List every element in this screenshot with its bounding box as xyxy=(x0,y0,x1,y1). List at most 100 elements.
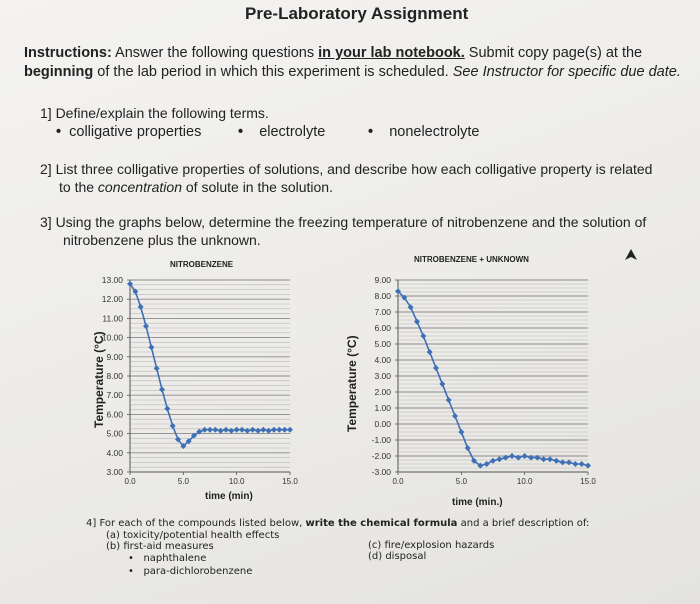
data-point xyxy=(547,456,553,463)
x-tick-label: 5.0 xyxy=(178,477,190,486)
data-point xyxy=(276,426,283,433)
data-point xyxy=(426,349,433,355)
data-point xyxy=(483,461,490,467)
term-item: • nonelectrolyte xyxy=(368,124,480,140)
y-tick-label: 3.00 xyxy=(374,371,391,381)
data-point xyxy=(445,397,452,403)
term-item: • colligative properties xyxy=(56,124,202,140)
x-tick-label: 0.0 xyxy=(392,477,404,486)
x-tick-label: 5.0 xyxy=(456,477,468,486)
page-title: Pre-Laboratory Assignment xyxy=(245,4,469,23)
data-point xyxy=(540,456,547,463)
data-point xyxy=(395,288,401,295)
chart2-plot: -3.00 -2.00 -1.00 0.00 1.00 2.00 3.00 4.00 5.00 6… xyxy=(372,275,597,486)
data-point xyxy=(223,426,229,433)
compound-item: • naphthalene xyxy=(128,553,207,564)
instructions-due-date: See Instructor for specific due date. xyxy=(452,64,681,80)
y-tick-label: 5.00 xyxy=(106,429,123,439)
data-point xyxy=(127,280,133,287)
question-2-line1: 2] List three colligative properties of … xyxy=(40,161,653,177)
y-tick-label: 0.00 xyxy=(374,419,391,429)
data-point xyxy=(477,462,484,469)
y-tick-label: 3.00 xyxy=(106,467,123,477)
y-tick-label: 6.00 xyxy=(106,409,123,419)
compound-item: • para-dichlorobenzene xyxy=(128,566,253,577)
data-point xyxy=(439,381,446,387)
data-point xyxy=(502,454,509,461)
y-tick-label: 4.00 xyxy=(374,355,391,365)
data-point xyxy=(471,457,477,464)
compound-para-dichlorobenzene: para-dichlorobenzene xyxy=(143,566,253,577)
chart2-xlabel: time (min.) xyxy=(452,497,503,508)
data-point xyxy=(578,461,585,467)
y-tick-label: 13.00 xyxy=(102,275,124,285)
y-tick-label: 11.00 xyxy=(102,313,123,323)
data-point xyxy=(559,459,566,466)
data-point xyxy=(175,436,181,443)
y-tick-label: 9.00 xyxy=(374,275,391,285)
data-point xyxy=(433,365,439,371)
data-point xyxy=(271,426,277,433)
y-tick-label: 4.00 xyxy=(106,448,123,458)
data-point xyxy=(196,428,203,435)
data-point xyxy=(239,426,245,433)
data-point xyxy=(572,461,579,467)
data-point xyxy=(185,438,192,445)
q4-item-d: (d) disposal xyxy=(368,551,427,562)
data-point xyxy=(201,426,208,433)
series-line xyxy=(397,290,589,467)
data-point xyxy=(553,457,560,464)
y-tick-label: 5.00 xyxy=(374,339,391,349)
instructions-block: Instructions: Answer the following quest… xyxy=(24,44,684,82)
y-tick-label: 6.00 xyxy=(374,323,391,333)
data-point xyxy=(132,288,139,295)
instructions-emphasis: in your lab notebook. xyxy=(318,45,465,61)
data-point xyxy=(458,429,465,435)
question-3-line2: nitrobenzene plus the unknown. xyxy=(63,232,261,248)
data-point xyxy=(566,459,572,466)
data-point xyxy=(233,426,240,433)
question-2: 2] List three colligative properties of … xyxy=(40,160,652,196)
data-point xyxy=(281,426,288,433)
data-point xyxy=(528,454,534,461)
data-point xyxy=(464,445,471,451)
y-tick-label: 9.00 xyxy=(106,352,123,362)
question-3: 3] Using the graphs below, determine the… xyxy=(40,213,646,249)
data-point xyxy=(191,432,197,439)
data-point xyxy=(255,427,261,434)
data-point xyxy=(159,386,165,393)
question-4: 4] For each of the compounds listed belo… xyxy=(86,518,589,530)
y-tick-label: 7.00 xyxy=(374,307,391,317)
data-point xyxy=(153,365,160,372)
data-point xyxy=(515,454,522,461)
y-tick-label: -3.00 xyxy=(372,467,392,477)
instructions-text-2: Submit copy page(s) at the xyxy=(464,45,643,61)
term-item: • electrolyte xyxy=(238,124,326,140)
compound-naphthalene: naphthalene xyxy=(143,553,207,564)
instructions-line2: of the lab period in which this experime… xyxy=(93,64,453,80)
data-point xyxy=(143,323,149,330)
data-point xyxy=(207,426,213,433)
data-point xyxy=(164,405,171,412)
y-tick-label: 8.00 xyxy=(106,371,123,381)
y-tick-label: 2.00 xyxy=(374,387,391,397)
data-point xyxy=(490,457,496,464)
instructions-label: Instructions: xyxy=(24,45,112,61)
instructions-beginning: beginning xyxy=(24,64,94,80)
question-1: 1] Define/explain the following terms. xyxy=(40,105,269,121)
data-point xyxy=(496,456,503,463)
data-point xyxy=(452,413,458,419)
y-tick-label: -2.00 xyxy=(372,451,392,461)
q4-item-a: (a) toxicity/potential health effects xyxy=(106,530,280,541)
chart1-title: NITROBENZENE xyxy=(170,260,234,269)
x-tick-label: 15.0 xyxy=(282,477,298,486)
data-point xyxy=(212,426,219,433)
x-tick-label: 0.0 xyxy=(124,477,136,486)
data-point xyxy=(265,427,272,434)
data-point xyxy=(137,303,144,310)
series-line xyxy=(129,283,290,448)
instructions-text: Answer the following questions xyxy=(111,45,319,61)
y-tick-label: 8.00 xyxy=(374,291,391,301)
data-point xyxy=(260,426,267,433)
